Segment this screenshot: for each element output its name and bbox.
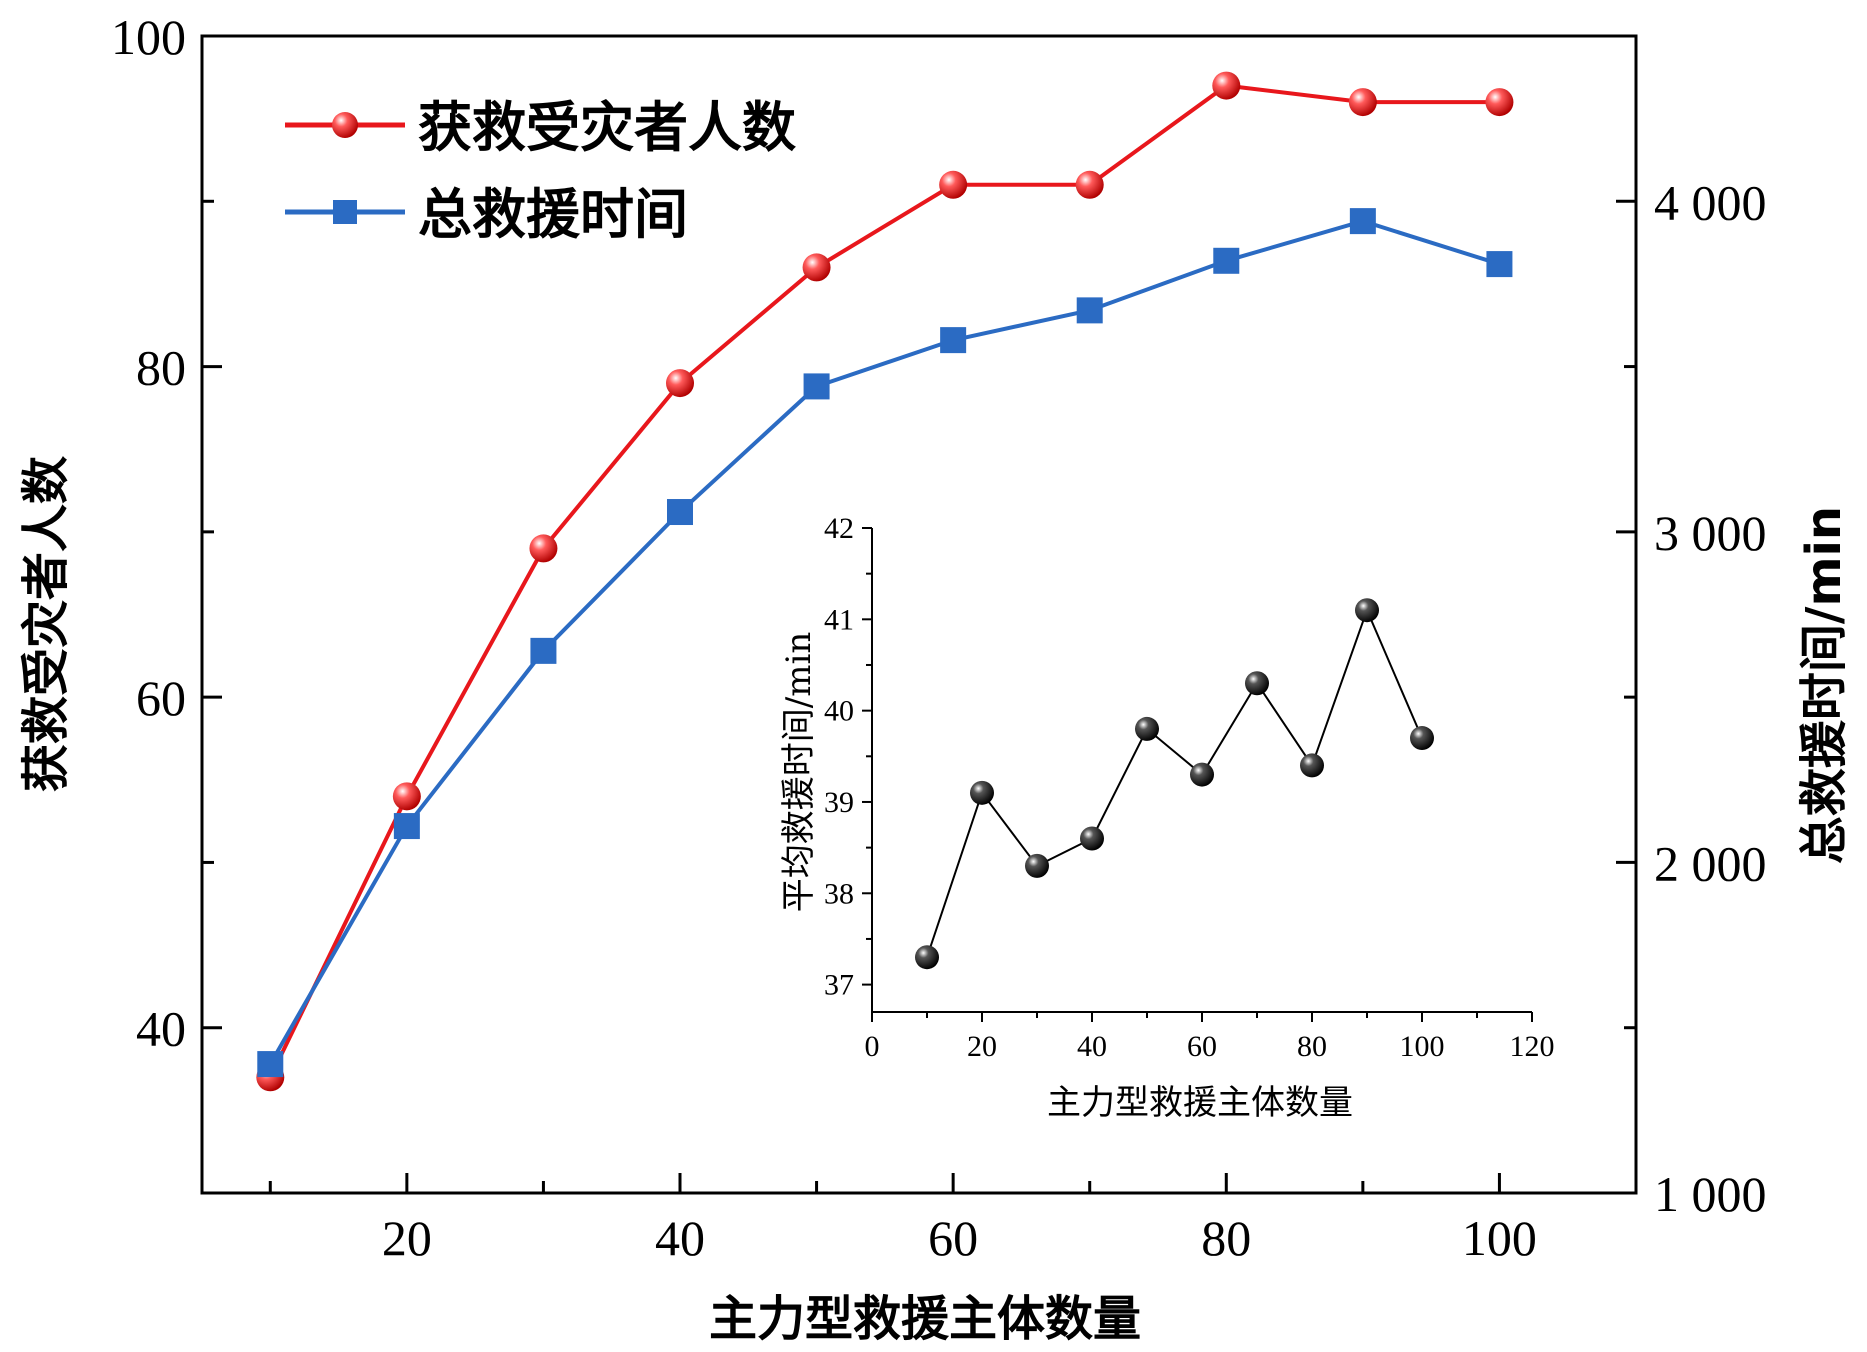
inset-x-axis: 0 20 40 60 80 100 120 <box>865 1012 1555 1063</box>
data-point-total-rescue-time <box>393 813 420 840</box>
inset-x-tick-label: 80 <box>1297 1030 1327 1063</box>
data-point-rescued-victims <box>529 534 558 563</box>
data-point-rescued-victims <box>802 253 831 282</box>
data-point-rescued-victims <box>392 782 421 811</box>
data-point-total-rescue-time <box>1076 297 1103 324</box>
data-point-rescued-victims <box>939 170 968 199</box>
data-point-rescued-victims <box>666 369 694 398</box>
data-point-average-rescue-time <box>1355 598 1379 623</box>
data-point-average-rescue-time <box>1025 853 1049 878</box>
y2-tick-label: 3 000 <box>1654 505 1767 561</box>
data-point-total-rescue-time <box>667 499 693 526</box>
data-point-average-rescue-time <box>1245 671 1269 696</box>
data-point-rescued-victims <box>1348 88 1377 117</box>
inset-x-tick-label: 0 <box>865 1030 880 1063</box>
data-point-average-rescue-time <box>970 780 994 805</box>
legend-item-rescued-victims: 获救受灾者人数 <box>285 96 796 159</box>
series-line-average-rescue-time <box>926 607 1423 958</box>
data-point-rescued-victims <box>1075 170 1104 199</box>
data-point-average-rescue-time <box>1190 762 1214 787</box>
data-point-total-rescue-time <box>1349 208 1376 235</box>
legend-label-total-rescue-time: 总救援时间 <box>418 183 688 246</box>
main-left-y-axis: 40 60 80 100 <box>111 9 222 1195</box>
data-point-average-rescue-time <box>915 945 939 970</box>
inset-x-tick-label: 60 <box>1187 1030 1217 1063</box>
data-point-average-rescue-time <box>1410 726 1434 751</box>
series-line-rescued-victims <box>268 83 1500 1079</box>
y-tick-label: 60 <box>136 670 186 726</box>
y-tick-label: 40 <box>136 1001 186 1057</box>
x-tick-label: 40 <box>655 1210 705 1266</box>
data-point-rescued-victims <box>1212 71 1241 100</box>
inset-y-axis: 37 38 39 40 41 42 <box>824 512 872 1002</box>
legend-marker-blue <box>333 200 357 224</box>
main-right-y-axis: 1 000 2 000 3 000 4 000 <box>1616 34 1767 1222</box>
series-total-rescue-time <box>257 208 1513 1078</box>
legend: 获救受灾者人数 总救援时间 <box>285 96 796 246</box>
series-line-total-rescue-time <box>268 219 1501 1066</box>
inset-y-axis-title: 平均救援时间/min <box>779 632 819 912</box>
inset-y-tick-label: 42 <box>824 512 854 545</box>
inset-y-tick-label: 39 <box>824 786 854 819</box>
main-right-y-axis-title: 总救援时间/min <box>1796 506 1852 864</box>
y2-tick-label: 2 000 <box>1654 835 1767 891</box>
inset-x-tick-label: 100 <box>1400 1030 1445 1063</box>
legend-label-rescued-victims: 获救受灾者人数 <box>418 96 796 159</box>
legend-item-total-rescue-time: 总救援时间 <box>285 183 688 246</box>
data-point-total-rescue-time <box>1213 247 1240 274</box>
y2-tick-label: 4 000 <box>1654 174 1767 230</box>
data-point-total-rescue-time <box>257 1051 284 1078</box>
y-tick-label: 80 <box>136 340 186 396</box>
inset-x-axis-title: 主力型救援主体数量 <box>1047 1083 1353 1123</box>
y2-tick-label: 1 000 <box>1654 1166 1767 1222</box>
main-plot-border <box>200 34 1638 1195</box>
data-point-total-rescue-time <box>530 637 557 664</box>
legend-marker-red <box>332 112 358 138</box>
main-x-axis-title: 主力型救援主体数量 <box>709 1291 1141 1347</box>
main-x-axis: 20 40 60 80 100 <box>268 1173 1537 1266</box>
x-tick-label: 80 <box>1201 1210 1251 1266</box>
data-point-total-rescue-time <box>940 327 967 354</box>
inset-y-tick-label: 37 <box>824 969 854 1002</box>
inset-y-tick-label: 40 <box>824 695 854 728</box>
inset-x-tick-label: 20 <box>967 1030 997 1063</box>
data-point-total-rescue-time <box>1486 251 1513 278</box>
x-tick-label: 20 <box>382 1210 432 1266</box>
x-tick-label: 100 <box>1462 1210 1537 1266</box>
inset-x-tick-label: 120 <box>1510 1030 1555 1063</box>
series-average-rescue-time <box>915 598 1434 970</box>
x-tick-label: 60 <box>928 1210 978 1266</box>
main-left-y-axis-title: 获救受灾者人数 <box>18 456 74 792</box>
data-point-average-rescue-time <box>1300 753 1324 778</box>
inset-x-tick-label: 40 <box>1077 1030 1107 1063</box>
data-point-rescued-victims <box>1485 88 1514 117</box>
data-point-total-rescue-time <box>803 373 830 400</box>
inset-y-tick-label: 38 <box>824 877 854 910</box>
inset-y-tick-label: 41 <box>824 603 854 636</box>
y-tick-label: 100 <box>111 9 186 65</box>
inset-chart: 0 20 40 60 80 100 120 37 38 39 40 41 42 主力型救援主体数量 平… <box>779 512 1555 1123</box>
main-plot-frame <box>200 34 1638 1195</box>
data-point-average-rescue-time <box>1135 716 1159 741</box>
data-point-average-rescue-time <box>1080 826 1104 851</box>
